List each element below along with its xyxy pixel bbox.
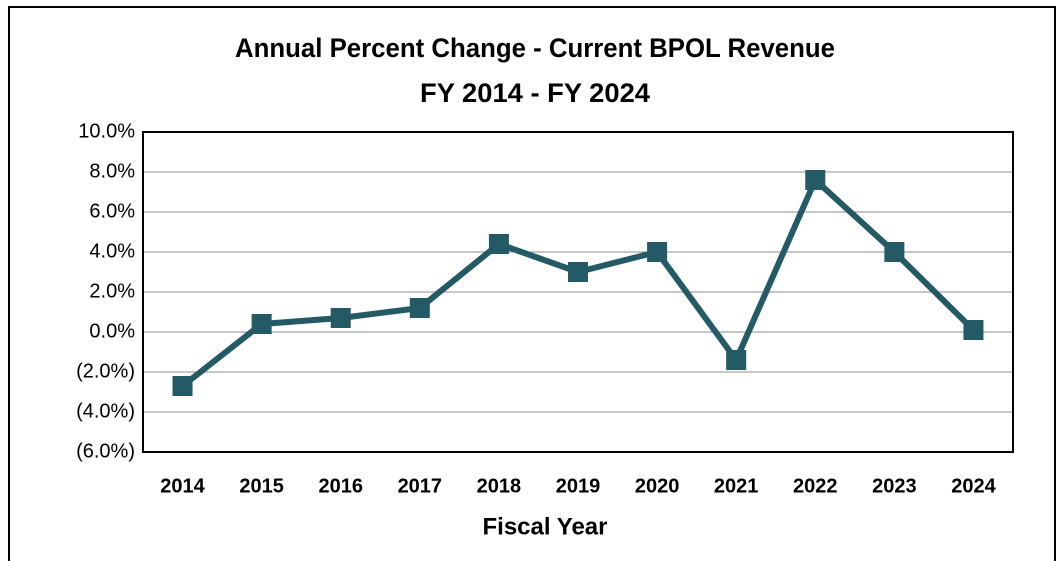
data-marker	[409, 298, 430, 318]
data-marker	[805, 170, 826, 190]
x-tick-label: 2023	[872, 475, 917, 497]
x-tick-label: 2014	[160, 475, 205, 497]
y-tick-label: (6.0%)	[76, 440, 135, 462]
plot-border	[142, 131, 1014, 453]
data-marker	[488, 234, 509, 254]
data-marker	[884, 242, 905, 262]
y-tick-label: (2.0%)	[76, 360, 135, 382]
x-tick-label: 2015	[239, 475, 284, 497]
x-tick-label: 2022	[793, 475, 838, 497]
x-axis-label: Fiscal Year	[483, 513, 608, 540]
y-tick-label: 2.0%	[89, 280, 135, 302]
chart-subtitle: FY 2014 - FY 2024	[420, 78, 650, 108]
y-tick-label: (4.0%)	[76, 400, 135, 422]
data-marker	[568, 262, 588, 282]
x-tick-label: 2019	[556, 475, 601, 497]
data-marker	[963, 320, 984, 340]
y-tick-label: 6.0%	[89, 200, 135, 222]
chart-title: Annual Percent Change - Current BPOL Rev…	[235, 33, 835, 63]
y-tick-label: 8.0%	[89, 160, 135, 182]
data-marker	[726, 350, 747, 370]
y-tick-label: 10.0%	[78, 120, 135, 142]
x-tick-label: 2021	[714, 475, 759, 497]
x-tick-label: 2017	[398, 475, 443, 497]
x-tick-label: 2020	[635, 475, 680, 497]
data-marker	[647, 242, 668, 262]
x-tick-label: 2024	[951, 475, 996, 497]
data-marker	[172, 376, 193, 396]
data-marker	[330, 308, 351, 328]
data-marker	[251, 314, 272, 334]
y-tick-label: 0.0%	[89, 320, 135, 342]
x-tick-label: 2018	[477, 475, 522, 497]
x-tick-label: 2016	[318, 475, 363, 497]
y-tick-label: 4.0%	[89, 240, 135, 262]
